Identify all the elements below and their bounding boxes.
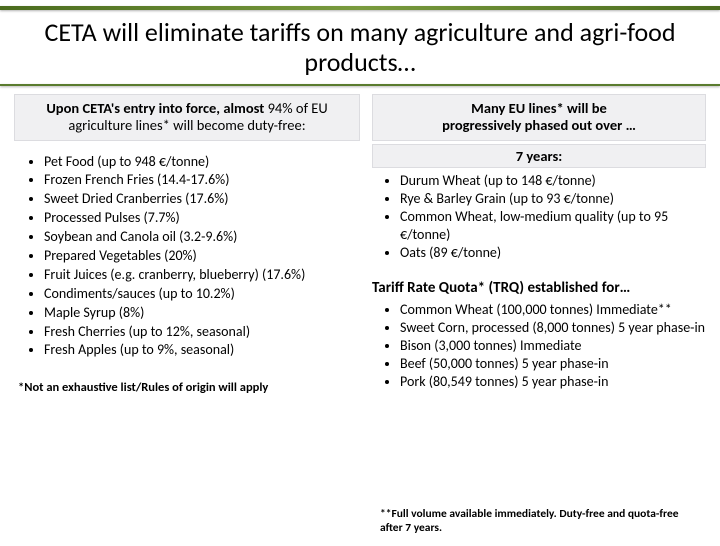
list-item: Prepared Vegetables (20%) xyxy=(44,247,360,266)
list-item: Fresh Apples (up to 9%, seasonal) xyxy=(44,341,360,360)
left-footnote: *Not an exhaustive list/Rules of origin … xyxy=(14,380,360,395)
right-band-line2: progressively phased out over … xyxy=(442,116,636,134)
list-item: Maple Syrup (8%) xyxy=(44,304,360,323)
trq-heading: Tariff Rate Quota* (TRQ) established for… xyxy=(372,279,706,297)
slide-title: CETA will eliminate tariffs on many agri… xyxy=(0,10,720,84)
list-item: Pork (80,549 tonnes) 5 year phase-in xyxy=(400,373,706,391)
bottom-footnote: **Full volume available immediately. Dut… xyxy=(380,508,702,536)
left-band: Upon CETA's entry into force, almost 94%… xyxy=(14,94,360,141)
list-item: Common Wheat (100,000 tonnes) Immediate*… xyxy=(400,301,706,319)
list-item: Fresh Cherries (up to 12%, seasonal) xyxy=(44,323,360,342)
list-item: Rye & Barley Grain (up to 93 €/tonne) xyxy=(400,190,706,208)
list-item: Frozen French Fries (14.4-17.6%) xyxy=(44,171,360,190)
list-item: Oats (89 €/tonne) xyxy=(400,244,706,262)
trq-list: Common Wheat (100,000 tonnes) Immediate*… xyxy=(372,301,706,392)
list-item: Sweet Corn, processed (8,000 tonnes) 5 y… xyxy=(400,319,706,337)
list-item: Condiments/sauces (up to 10.2%) xyxy=(44,285,360,304)
list-item: Durum Wheat (up to 148 €/tonne) xyxy=(400,172,706,190)
right-band: Many EU lines* will be progressively pha… xyxy=(372,94,706,141)
left-list: Pet Food (up to 948 €/tonne) Frozen Fren… xyxy=(14,153,360,361)
list-item: Common Wheat, low-medium quality (up to … xyxy=(400,208,706,244)
list-item: Fruit Juices (e.g. cranberry, blueberry)… xyxy=(44,266,360,285)
list-item: Bison (3,000 tonnes) Immediate xyxy=(400,337,706,355)
years-band: 7 years: xyxy=(372,144,706,168)
right-band-line1: Many EU lines* will be xyxy=(471,99,607,117)
columns: Upon CETA's entry into force, almost 94%… xyxy=(0,86,720,396)
years-list: Durum Wheat (up to 148 €/tonne) Rye & Ba… xyxy=(372,172,706,263)
right-column: Many EU lines* will be progressively pha… xyxy=(372,94,706,396)
list-item: Soybean and Canola oil (3.2-9.6%) xyxy=(44,228,360,247)
left-band-bold: Upon CETA's entry into force, almost xyxy=(46,99,264,117)
list-item: Sweet Dried Cranberries (17.6%) xyxy=(44,190,360,209)
left-column: Upon CETA's entry into force, almost 94%… xyxy=(14,94,360,396)
list-item: Processed Pulses (7.7%) xyxy=(44,209,360,228)
list-item: Beef (50,000 tonnes) 5 year phase-in xyxy=(400,355,706,373)
list-item: Pet Food (up to 948 €/tonne) xyxy=(44,153,360,172)
